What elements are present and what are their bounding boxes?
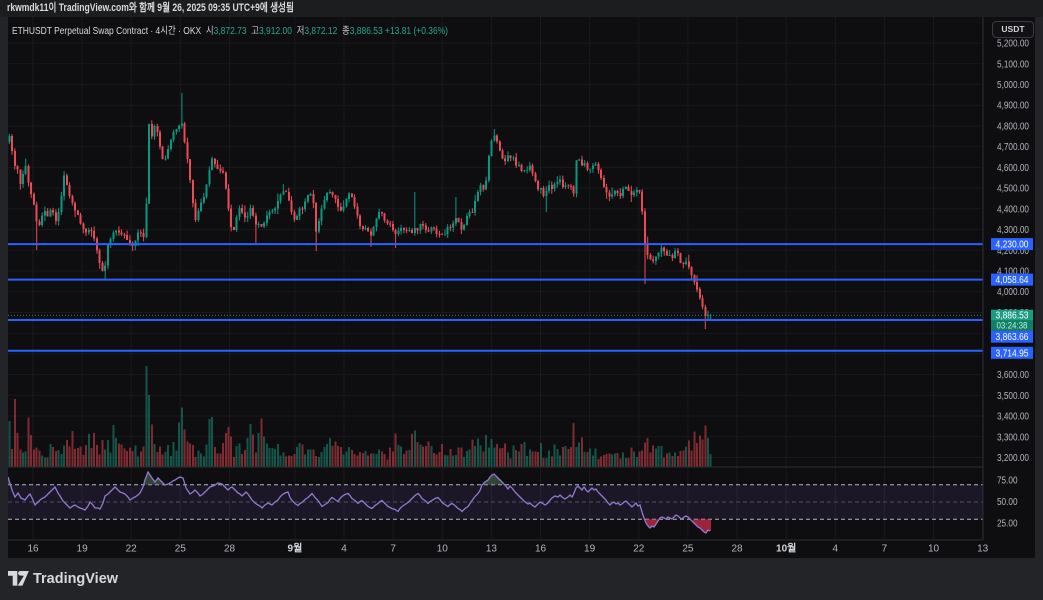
svg-text:3,200.00: 3,200.00 bbox=[997, 453, 1029, 464]
svg-text:4,000.00: 4,000.00 bbox=[997, 287, 1029, 298]
svg-text:3,714.95: 3,714.95 bbox=[996, 348, 1029, 359]
svg-text:4,100.00: 4,100.00 bbox=[997, 267, 1029, 278]
svg-text:10월: 10월 bbox=[776, 543, 796, 555]
svg-text:28: 28 bbox=[224, 544, 236, 555]
svg-text:25: 25 bbox=[682, 544, 694, 555]
svg-text:03:24:38: 03:24:38 bbox=[997, 321, 1028, 331]
svg-text:16: 16 bbox=[27, 544, 39, 555]
svg-text:3,300.00: 3,300.00 bbox=[997, 432, 1029, 443]
svg-text:5,200.00: 5,200.00 bbox=[997, 39, 1029, 50]
svg-text:5,000.00: 5,000.00 bbox=[997, 80, 1029, 91]
svg-text:4,900.00: 4,900.00 bbox=[997, 101, 1029, 112]
svg-text:4,600.00: 4,600.00 bbox=[997, 163, 1029, 174]
svg-text:4,800.00: 4,800.00 bbox=[997, 121, 1029, 132]
svg-text:4,500.00: 4,500.00 bbox=[997, 184, 1029, 195]
svg-text:13: 13 bbox=[977, 544, 989, 555]
svg-text:3,886.53: 3,886.53 bbox=[996, 311, 1029, 322]
svg-text:19: 19 bbox=[584, 544, 596, 555]
svg-text:4: 4 bbox=[833, 544, 839, 555]
svg-text:3,600.00: 3,600.00 bbox=[997, 370, 1029, 381]
svg-text:16: 16 bbox=[535, 544, 547, 555]
svg-text:3,863.66: 3,863.66 bbox=[996, 332, 1029, 343]
svg-text:25: 25 bbox=[175, 544, 187, 555]
svg-text:22: 22 bbox=[126, 544, 138, 555]
svg-text:4,400.00: 4,400.00 bbox=[997, 204, 1029, 215]
svg-text:9월: 9월 bbox=[288, 543, 303, 555]
svg-text:7: 7 bbox=[390, 544, 396, 555]
svg-text:4,230.00: 4,230.00 bbox=[996, 240, 1029, 251]
svg-text:13: 13 bbox=[486, 544, 498, 555]
svg-text:10: 10 bbox=[928, 544, 940, 555]
svg-text:4,700.00: 4,700.00 bbox=[997, 142, 1029, 153]
svg-text:3,500.00: 3,500.00 bbox=[997, 391, 1029, 402]
svg-text:10: 10 bbox=[437, 544, 449, 555]
svg-text:22: 22 bbox=[633, 544, 645, 555]
svg-text:5,100.00: 5,100.00 bbox=[997, 59, 1029, 70]
svg-text:4,200.00: 4,200.00 bbox=[997, 246, 1029, 257]
svg-text:7: 7 bbox=[882, 544, 888, 555]
svg-text:3,400.00: 3,400.00 bbox=[997, 412, 1029, 423]
svg-text:75.00: 75.00 bbox=[997, 476, 1018, 487]
svg-text:25.00: 25.00 bbox=[997, 519, 1018, 530]
svg-text:19: 19 bbox=[77, 544, 89, 555]
svg-text:4,058.64: 4,058.64 bbox=[996, 275, 1029, 286]
svg-text:28: 28 bbox=[731, 544, 743, 555]
svg-text:4,300.00: 4,300.00 bbox=[997, 225, 1029, 236]
svg-text:4: 4 bbox=[341, 544, 347, 555]
svg-text:50.00: 50.00 bbox=[997, 497, 1018, 508]
